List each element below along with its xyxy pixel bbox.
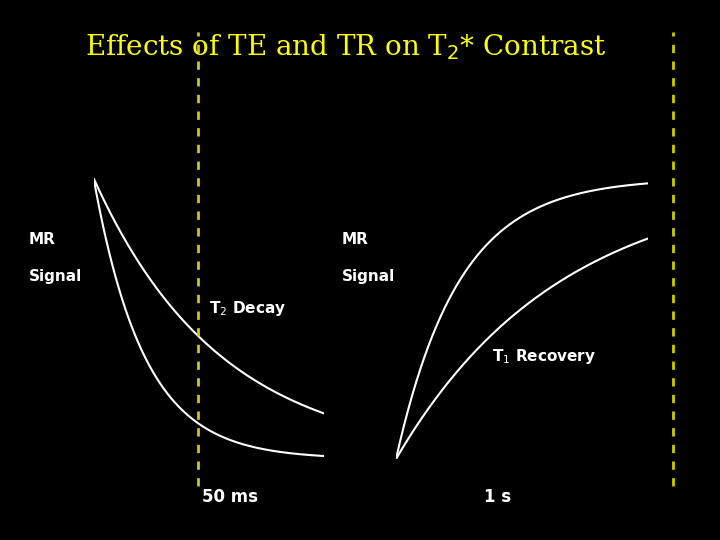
Text: Signal: Signal bbox=[342, 269, 395, 284]
Text: MR: MR bbox=[342, 233, 369, 247]
Text: 50 ms: 50 ms bbox=[202, 488, 258, 506]
Text: 1 s: 1 s bbox=[484, 488, 511, 506]
Text: T$_2$ Decay: T$_2$ Decay bbox=[209, 299, 286, 318]
Text: Signal: Signal bbox=[29, 269, 82, 284]
Text: Effects of TE and TR on T$_2$* Contrast: Effects of TE and TR on T$_2$* Contrast bbox=[85, 32, 606, 62]
Text: T$_1$ Recovery: T$_1$ Recovery bbox=[492, 347, 596, 366]
Text: MR: MR bbox=[29, 233, 55, 247]
